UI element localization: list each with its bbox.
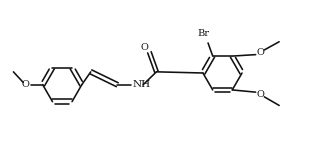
Text: O: O bbox=[257, 48, 264, 57]
Text: O: O bbox=[22, 80, 30, 89]
Text: NH: NH bbox=[132, 80, 150, 89]
Text: Br: Br bbox=[197, 29, 209, 38]
Text: O: O bbox=[257, 90, 264, 99]
Text: O: O bbox=[141, 43, 149, 52]
